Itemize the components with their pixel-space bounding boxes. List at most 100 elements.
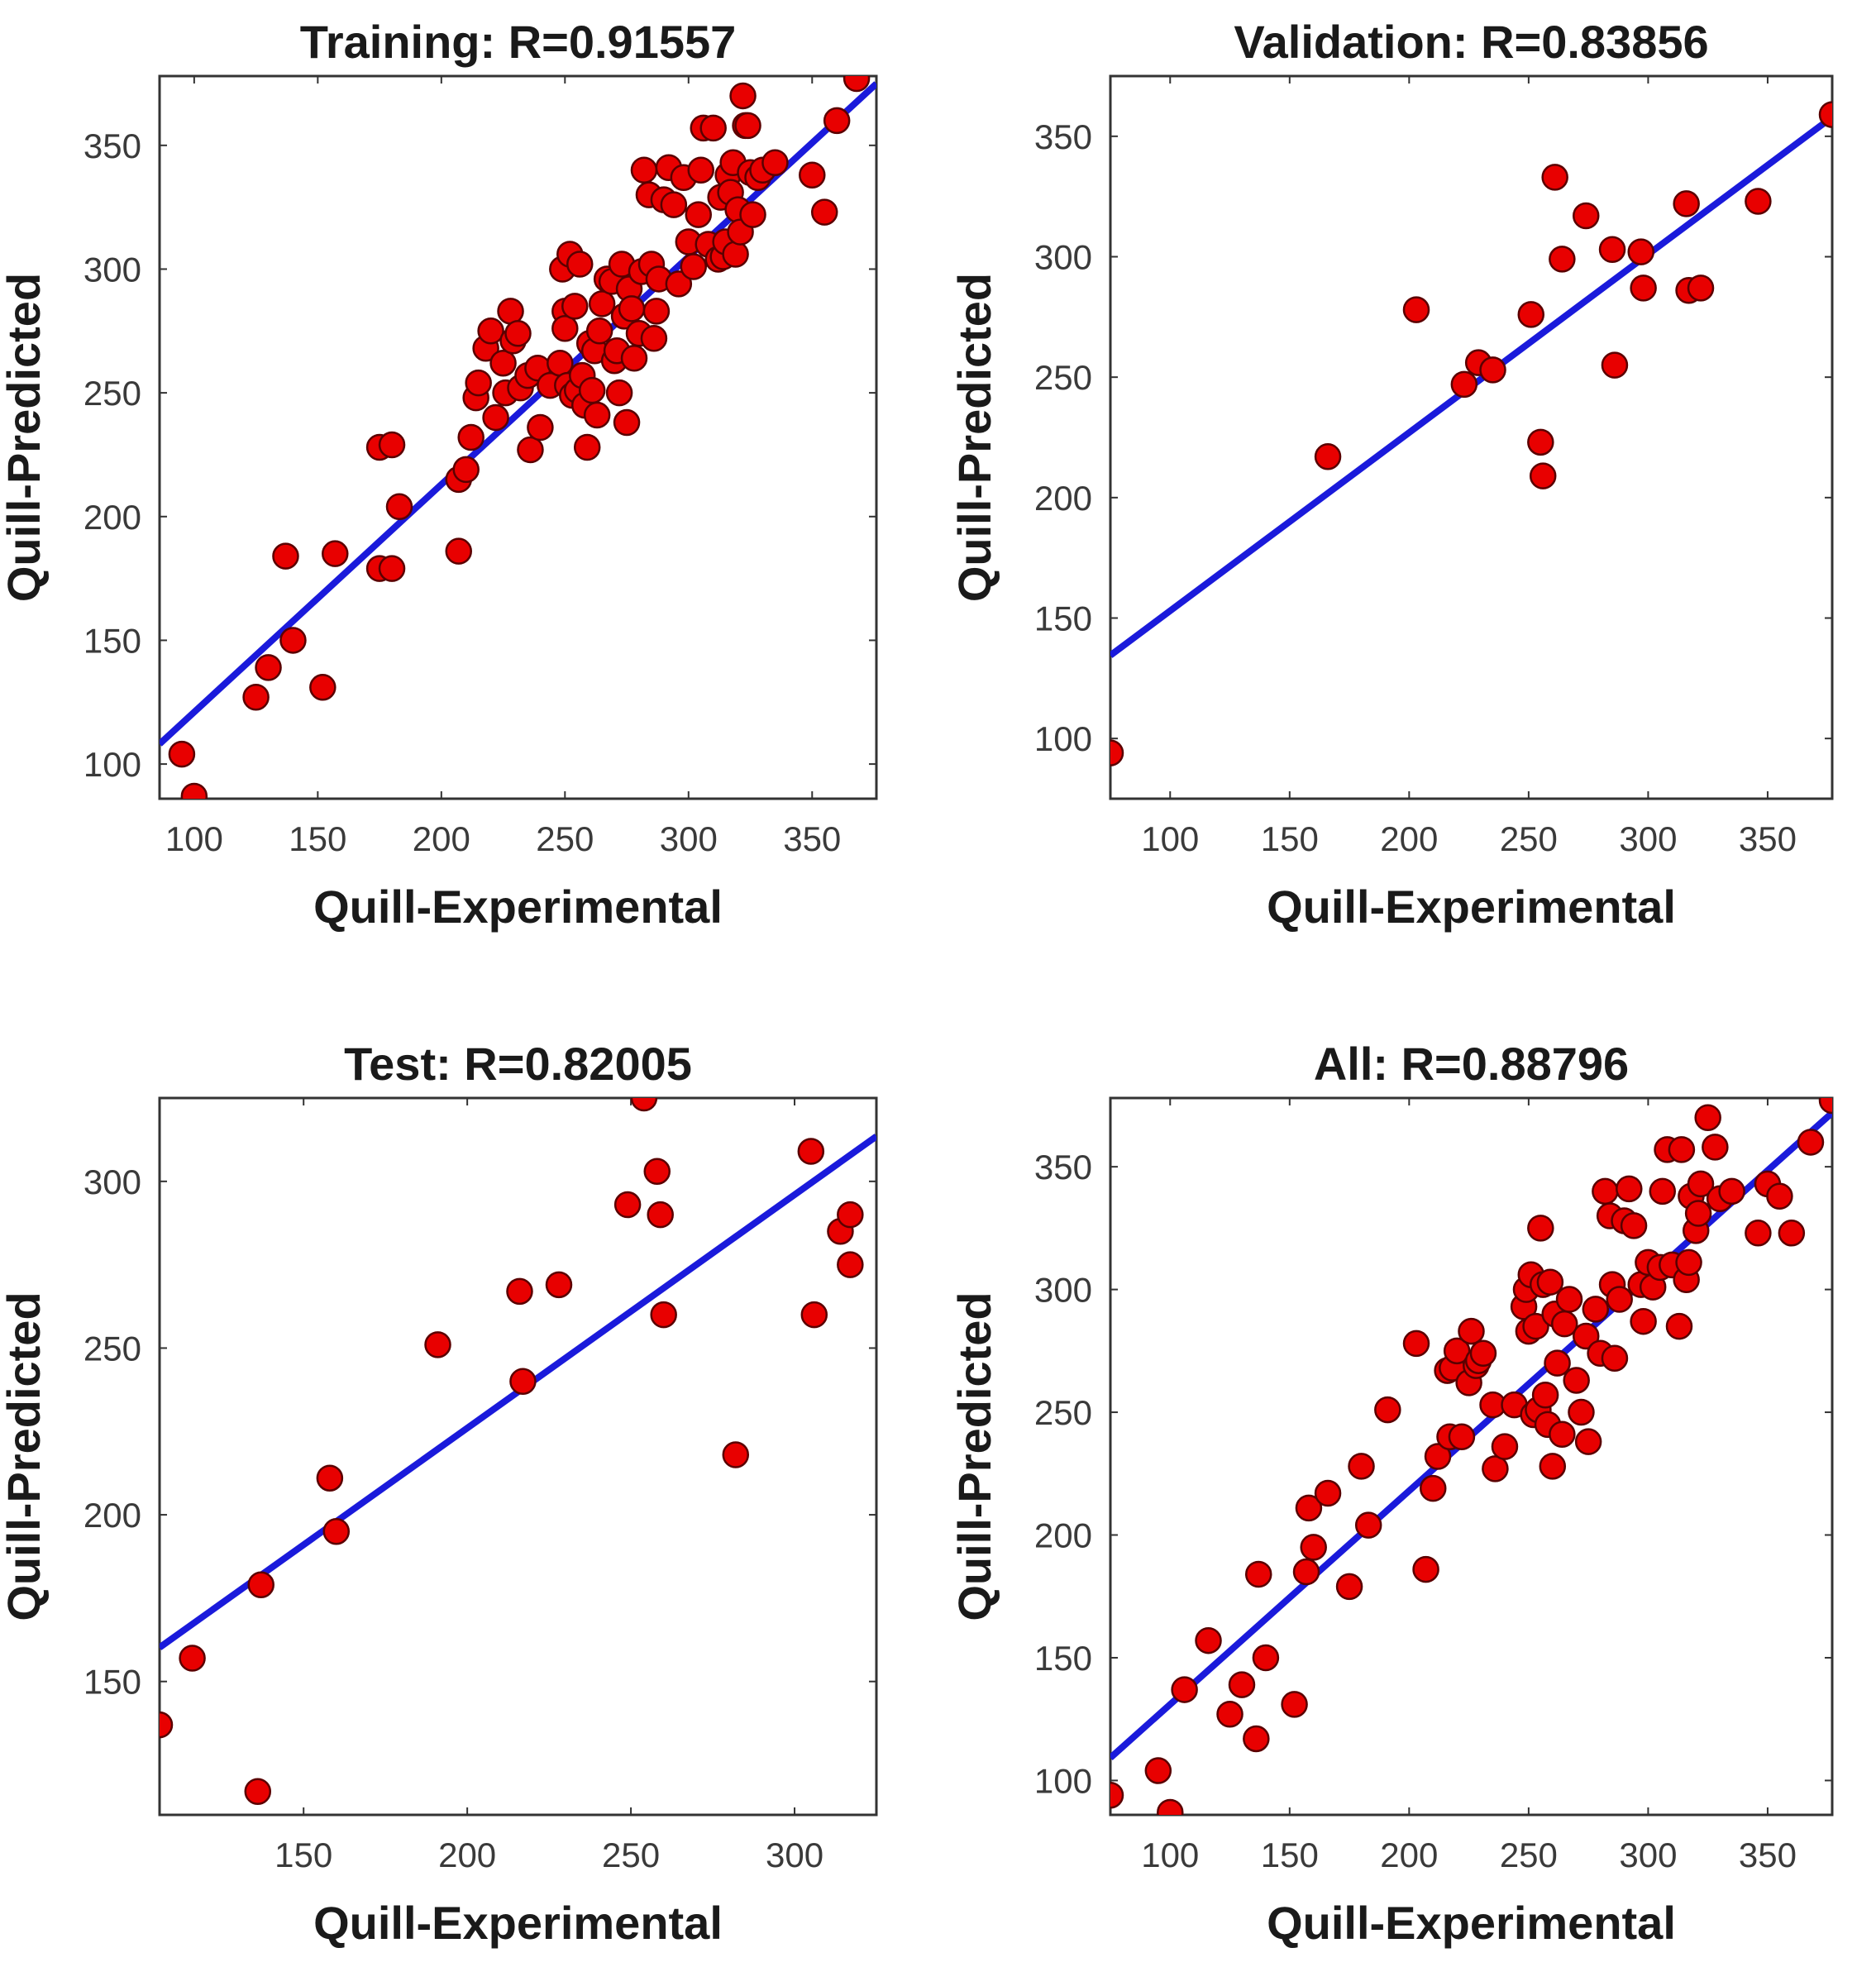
panel-validation: Validation: R=0.83856 100 150 200 250 300 350 1… xyxy=(948,16,1834,933)
x-tick-label: 150 xyxy=(289,819,346,858)
data-point xyxy=(734,112,761,140)
data-point xyxy=(322,540,349,567)
data-point xyxy=(497,298,524,325)
data-point xyxy=(605,379,633,407)
data-point xyxy=(1574,1428,1602,1455)
data-point xyxy=(1281,1691,1308,1718)
data-point xyxy=(1568,1398,1595,1426)
data-point xyxy=(1335,1573,1363,1601)
data-point xyxy=(316,1464,344,1492)
data-point xyxy=(1592,1177,1619,1206)
x-tick-label: 150 xyxy=(274,1836,332,1874)
x-tick-label: 150 xyxy=(1261,819,1319,858)
data-point xyxy=(665,270,693,298)
x-axis-label: Quill-Experimental xyxy=(1267,1897,1676,1949)
y-tick-label: 250 xyxy=(84,374,141,413)
y-tick-label: 150 xyxy=(84,1663,141,1702)
panel-training: Training: R=0.91557 100 150 200 250 300 350 100… xyxy=(0,16,878,933)
data-point xyxy=(1243,1725,1270,1753)
data-point xyxy=(837,1251,864,1278)
data-point xyxy=(1110,739,1124,766)
data-point xyxy=(1469,1339,1497,1368)
plot-content xyxy=(160,76,876,799)
data-point xyxy=(810,198,838,226)
data-point xyxy=(1157,1798,1184,1815)
data-point xyxy=(1195,1626,1222,1654)
data-point xyxy=(1402,296,1430,323)
data-point xyxy=(1412,1555,1439,1583)
data-point xyxy=(160,1711,174,1739)
y-axis-label: Quill-Predicted xyxy=(0,1291,50,1621)
data-point xyxy=(1348,1453,1375,1480)
data-point xyxy=(837,1201,864,1229)
x-tick-label: 250 xyxy=(536,819,594,858)
data-point xyxy=(1702,1134,1729,1161)
data-point xyxy=(279,627,307,654)
data-point xyxy=(620,344,648,372)
data-point xyxy=(1555,1286,1583,1313)
data-point xyxy=(613,408,641,437)
data-point xyxy=(1517,301,1545,328)
data-point xyxy=(545,1271,573,1299)
data-point xyxy=(630,156,658,184)
data-point xyxy=(642,298,671,325)
data-point xyxy=(1531,1382,1559,1409)
data-point xyxy=(1450,370,1478,399)
data-point xyxy=(168,740,196,768)
data-point xyxy=(823,107,851,135)
chart-title: Test: R=0.82005 xyxy=(344,1038,692,1090)
data-point xyxy=(566,251,594,278)
chart-title: All: R=0.88796 xyxy=(1314,1038,1629,1090)
data-point xyxy=(640,325,668,352)
data-point xyxy=(1252,1644,1280,1672)
data-point xyxy=(1687,1170,1715,1198)
data-point xyxy=(699,114,727,142)
data-point xyxy=(800,1301,828,1329)
plot-content xyxy=(160,1098,876,1806)
x-tick-label: 300 xyxy=(660,819,718,858)
data-point xyxy=(322,1517,351,1545)
data-point xyxy=(1818,101,1832,128)
data-point xyxy=(272,542,299,570)
data-point xyxy=(1354,1511,1382,1539)
data-point xyxy=(180,782,208,799)
data-point xyxy=(1630,275,1657,302)
data-point xyxy=(247,1571,274,1599)
data-point xyxy=(255,654,282,681)
data-point xyxy=(1527,428,1554,456)
panel-test: Test: R=0.82005 150 200 250 300 150 200 250 300 Q… xyxy=(0,1038,878,1949)
data-point xyxy=(1549,1420,1576,1449)
data-point xyxy=(1216,1701,1244,1728)
data-point xyxy=(1482,1455,1509,1482)
data-point xyxy=(244,1778,272,1806)
data-point xyxy=(1244,1560,1272,1588)
x-tick-label: 350 xyxy=(1739,819,1797,858)
y-axis-label: Quill-Predicted xyxy=(948,273,1000,602)
data-point xyxy=(1745,1220,1772,1247)
data-point xyxy=(1718,1177,1745,1206)
y-tick-label: 350 xyxy=(1034,117,1092,156)
x-tick-label: 300 xyxy=(1619,1836,1677,1874)
data-point xyxy=(561,293,589,320)
data-point xyxy=(585,317,613,345)
data-point xyxy=(573,433,601,461)
data-point xyxy=(761,149,789,177)
y-tick-label: 200 xyxy=(84,498,141,537)
y-tick-label: 300 xyxy=(1034,238,1092,277)
data-point xyxy=(583,401,611,429)
data-point xyxy=(588,290,616,317)
data-point xyxy=(1797,1129,1825,1156)
data-point xyxy=(477,317,504,345)
data-point xyxy=(1673,190,1700,217)
data-point xyxy=(685,201,712,228)
data-point xyxy=(1630,1307,1657,1335)
data-point xyxy=(618,295,646,322)
data-point xyxy=(1601,1344,1629,1372)
data-point xyxy=(1300,1534,1327,1561)
data-point xyxy=(506,1277,533,1306)
data-point xyxy=(242,684,270,711)
y-tick-label: 300 xyxy=(84,250,141,289)
data-point xyxy=(1563,1367,1590,1394)
x-tick-label: 350 xyxy=(1739,1836,1797,1874)
